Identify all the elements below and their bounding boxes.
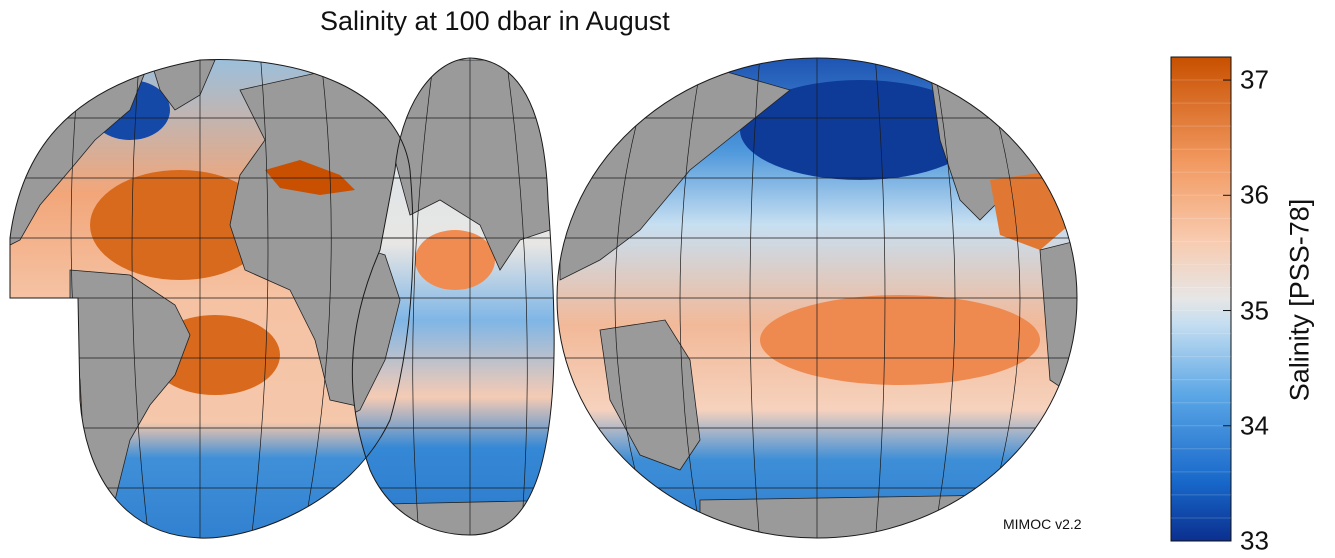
credit-text: MIMOC v2.2 [1003,516,1082,532]
colorbar-tick-label: 37 [1240,64,1269,95]
colorbar-ticks [1223,79,1231,542]
land-antarctica-b [352,499,555,535]
colorbar-label: Salinity [PSS-78] [1284,198,1315,402]
colorbar-tick-label: 34 [1240,410,1269,441]
land-asia-west [389,59,555,271]
lobe-outlines [9,57,1078,539]
land-australia [599,319,701,471]
lobe-atlantic [10,59,414,539]
colorbar-bands [1171,79,1231,519]
colorbar-gradient [1170,56,1232,542]
colorbar-tick-label: 36 [1240,179,1269,210]
mediterranean-sea [265,160,355,195]
colorbar-tick-label: 33 [1240,525,1269,556]
colorbar [1170,56,1232,542]
lobe-pacific [557,58,1077,538]
lobe-indian [352,58,555,535]
colorbar-tick-label: 35 [1240,295,1269,326]
land-antarctica-c [699,494,1001,538]
map-title: Salinity at 100 dbar in August [320,6,670,36]
graticule [10,58,1077,539]
